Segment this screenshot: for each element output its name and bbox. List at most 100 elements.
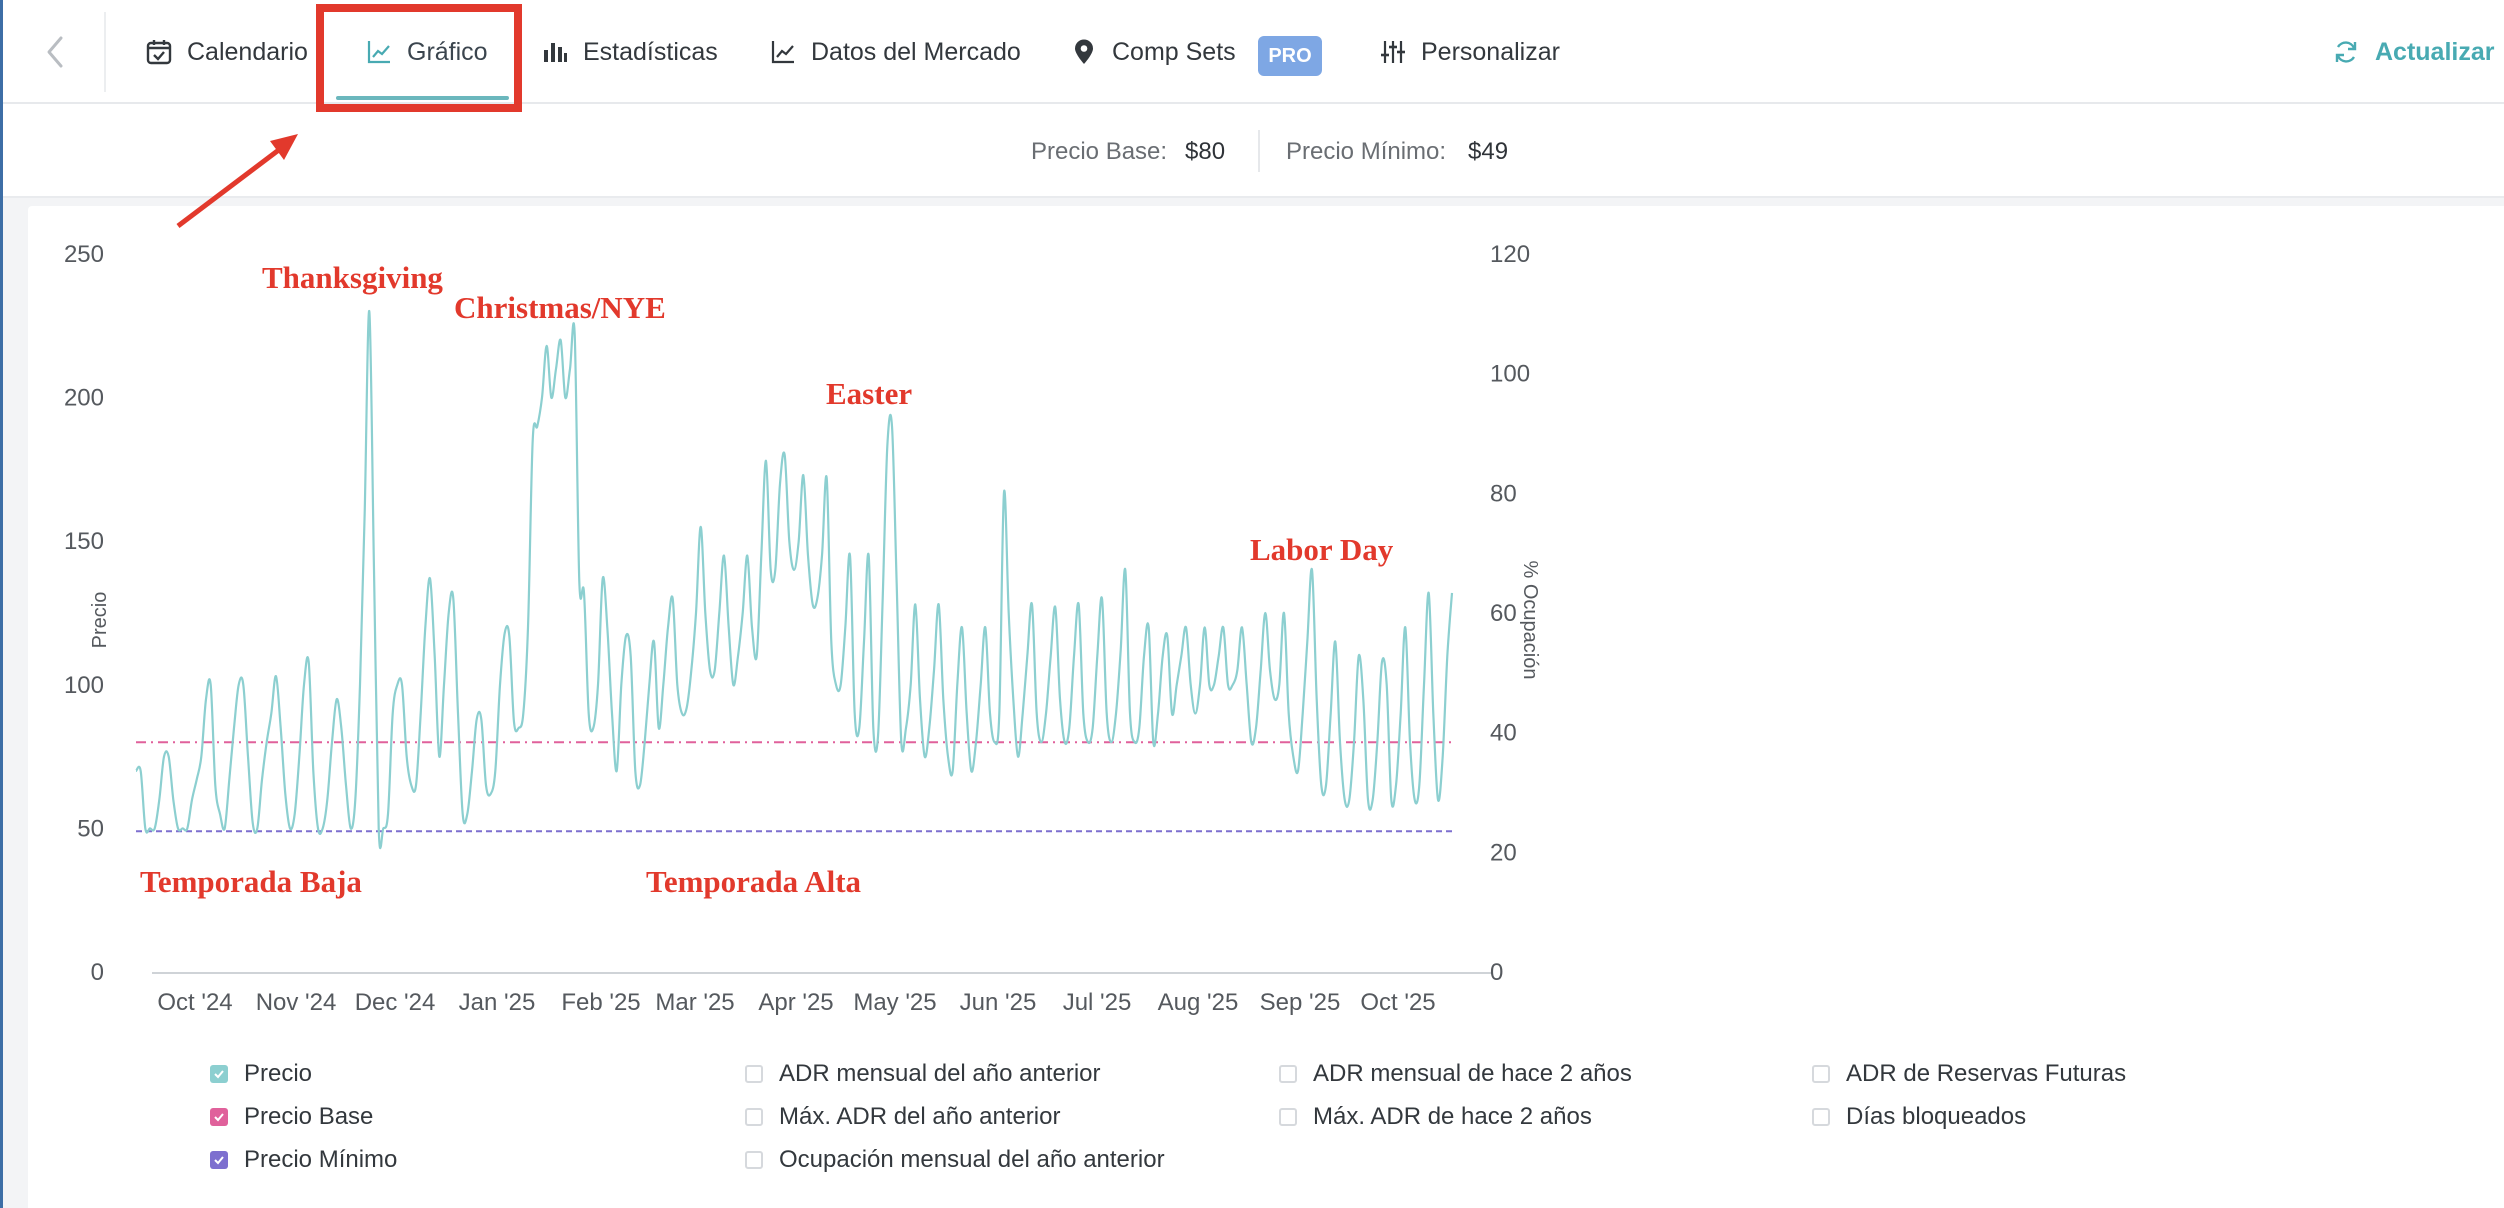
base-price-label: Precio Base: <box>1031 138 1168 165</box>
bar-chart-icon <box>541 38 569 66</box>
chevron-left-icon <box>47 36 63 68</box>
refresh-label: Actualizar <box>2375 37 2495 66</box>
y2-tick-label: 120 <box>1490 241 1530 268</box>
sliders-icon <box>1379 38 1407 66</box>
calendar-check-icon <box>145 38 173 66</box>
tab-label: Datos del Mercado <box>811 37 1021 66</box>
x-tick-label: Jun '25 <box>960 989 1037 1016</box>
legend-label: Precio <box>244 1060 313 1087</box>
legend-item[interactable]: Ocupación mensual del año anterior <box>745 1146 1165 1174</box>
x-tick-label: Mar '25 <box>655 989 734 1016</box>
x-tick-label: Jul '25 <box>1063 989 1132 1016</box>
y-tick-label: 250 <box>64 241 104 268</box>
checkbox-unchecked-icon[interactable] <box>745 1108 763 1126</box>
active-tab-indicator <box>336 96 509 100</box>
checkbox-unchecked-icon[interactable] <box>745 1065 763 1083</box>
window-edge <box>0 0 3 1208</box>
y-tick-label: 0 <box>91 959 104 986</box>
checkbox-unchecked-icon[interactable] <box>1279 1108 1297 1126</box>
legend-label: Días bloqueados <box>1846 1103 2027 1130</box>
legend-label: ADR mensual del año anterior <box>779 1060 1101 1087</box>
legend-item[interactable]: Días bloqueados <box>1812 1103 2026 1131</box>
price-chart: 0 50 100 150 200 250 0 20 40 60 80 100 120 Precio % Oc… <box>64 241 1541 1016</box>
checkbox-checked-icon[interactable] <box>210 1108 228 1126</box>
highlight-box <box>316 4 522 112</box>
checkbox-checked-icon[interactable] <box>210 1065 228 1083</box>
tab-label: Estadísticas <box>583 37 718 66</box>
chart-card: 0 50 100 150 200 250 0 20 40 60 80 100 120 Precio % Oc… <box>28 206 2504 1208</box>
checkbox-unchecked-icon[interactable] <box>1812 1065 1830 1083</box>
x-tick-label: May '25 <box>853 989 936 1016</box>
legend-item[interactable]: ADR mensual de hace 2 años <box>1279 1060 1632 1088</box>
checkbox-checked-icon[interactable] <box>210 1151 228 1169</box>
y-tick-label: 100 <box>64 672 104 699</box>
tab-personalizar[interactable]: Personalizar <box>1379 0 1560 104</box>
legend-label: ADR de Reservas Futuras <box>1846 1060 2127 1087</box>
x-tick-label: Aug '25 <box>1158 989 1239 1016</box>
legend-item[interactable]: Precio Base <box>210 1103 373 1131</box>
tab-label: Calendario <box>187 37 308 66</box>
legend-item[interactable]: ADR de Reservas Futuras <box>1812 1060 2126 1088</box>
map-pin-icon <box>1070 38 1098 66</box>
line-chart-icon <box>769 38 797 66</box>
legend-label: Ocupación mensual del año anterior <box>779 1146 1165 1173</box>
x-tick-label: Jan '25 <box>459 989 536 1016</box>
legend-item[interactable]: Precio <box>210 1060 312 1088</box>
x-tick-label: Oct '25 <box>1360 989 1435 1016</box>
min-price-value: $49 <box>1468 138 1509 165</box>
y2-tick-label: 0 <box>1490 959 1503 986</box>
tab-calendario[interactable]: Calendario <box>145 0 308 104</box>
tab-datos-del-mercado[interactable]: Datos del Mercado <box>769 0 1021 104</box>
x-tick-label: Apr '25 <box>758 989 833 1016</box>
y-tick-label: 150 <box>64 528 104 555</box>
pro-badge: PRO <box>1258 36 1322 76</box>
line-chart-icon <box>365 38 393 66</box>
y-tick-label: 200 <box>64 385 104 412</box>
chart-annotation: Labor Day <box>1250 532 1394 567</box>
chart-annotation: Easter <box>826 376 912 411</box>
x-tick-label: Sep '25 <box>1260 989 1341 1016</box>
legend-item[interactable]: Máx. ADR del año anterior <box>745 1103 1060 1131</box>
legend-label: ADR mensual de hace 2 años <box>1313 1060 1632 1087</box>
tab-grafico[interactable]: Gráfico <box>365 0 488 104</box>
y2-tick-label: 40 <box>1490 720 1517 747</box>
y2-tick-label: 60 <box>1490 600 1517 627</box>
tab-comp-sets[interactable]: Comp Sets <box>1070 0 1236 104</box>
x-tick-label: Nov '24 <box>256 989 337 1016</box>
tab-label: Gráfico <box>407 37 488 66</box>
legend-item[interactable]: Precio Mínimo <box>210 1146 397 1174</box>
y2-axis-title: % Ocupación <box>1519 561 1541 680</box>
tab-label: Personalizar <box>1421 37 1560 66</box>
refresh-icon <box>2333 39 2359 65</box>
y2-tick-label: 100 <box>1490 361 1530 388</box>
legend-label: Máx. ADR de hace 2 años <box>1313 1103 1592 1130</box>
top-nav-bar: Calendario Gráfico Estadísticas Datos de… <box>3 0 2504 104</box>
y2-tick-label: 80 <box>1490 480 1517 507</box>
chart-annotation: Temporada Baja <box>140 864 362 899</box>
refresh-button[interactable]: Actualizar <box>2333 0 2494 104</box>
chart-annotation: Temporada Alta <box>646 864 862 899</box>
back-button[interactable] <box>39 32 73 72</box>
legend-label: Máx. ADR del año anterior <box>779 1103 1061 1130</box>
price-summary-bar: Precio Base: $80 Precio Mínimo: $49 <box>3 104 2504 198</box>
divider <box>104 12 106 92</box>
checkbox-unchecked-icon[interactable] <box>1279 1065 1297 1083</box>
tab-label: Comp Sets <box>1112 37 1236 66</box>
legend-item[interactable]: ADR mensual del año anterior <box>745 1060 1101 1088</box>
legend-label: Precio Base <box>244 1103 374 1130</box>
checkbox-unchecked-icon[interactable] <box>745 1151 763 1169</box>
tab-estadisticas[interactable]: Estadísticas <box>541 0 718 104</box>
base-price-value: $80 <box>1185 138 1226 165</box>
min-price-label: Precio Mínimo: <box>1286 138 1447 165</box>
x-tick-label: Dec '24 <box>355 989 436 1016</box>
checkbox-unchecked-icon[interactable] <box>1812 1108 1830 1126</box>
legend-item[interactable]: Máx. ADR de hace 2 años <box>1279 1103 1592 1131</box>
y2-tick-label: 20 <box>1490 839 1517 866</box>
divider <box>1258 130 1260 172</box>
chart-annotation: Thanksgiving <box>262 260 443 295</box>
legend-label: Precio Mínimo <box>244 1146 398 1173</box>
y-axis-title: Precio <box>89 592 111 649</box>
x-tick-label: Oct '24 <box>157 989 232 1016</box>
x-tick-label: Feb '25 <box>561 989 640 1016</box>
price-series-line <box>134 310 1454 849</box>
